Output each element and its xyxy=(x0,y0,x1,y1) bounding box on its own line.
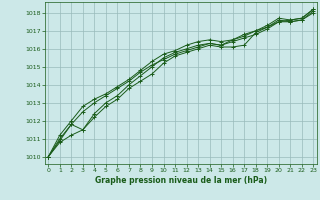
X-axis label: Graphe pression niveau de la mer (hPa): Graphe pression niveau de la mer (hPa) xyxy=(95,176,267,185)
